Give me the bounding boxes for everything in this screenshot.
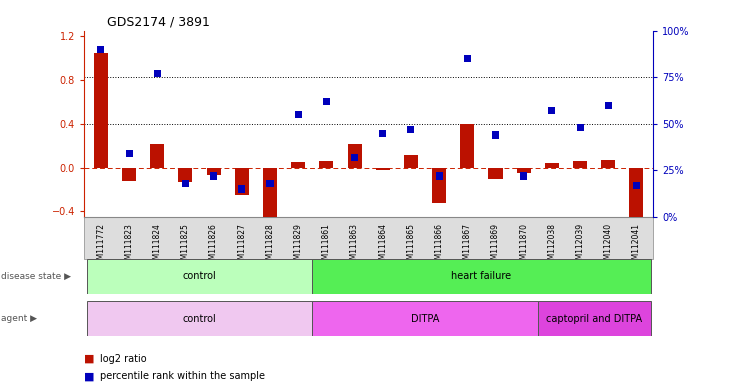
FancyBboxPatch shape	[87, 301, 312, 336]
Bar	[347, 144, 361, 168]
Text: control: control	[182, 314, 216, 324]
Bar	[629, 168, 643, 225]
Bar	[207, 168, 220, 175]
Bar	[126, 150, 133, 157]
Bar	[376, 168, 390, 170]
Bar	[263, 168, 277, 217]
FancyBboxPatch shape	[312, 259, 650, 294]
Text: captopril and DITPA: captopril and DITPA	[546, 314, 642, 324]
FancyBboxPatch shape	[87, 259, 312, 294]
Text: heart failure: heart failure	[451, 271, 512, 281]
Bar	[577, 124, 583, 131]
Text: DITPA: DITPA	[411, 314, 439, 324]
Bar	[464, 55, 471, 62]
Bar	[520, 172, 527, 180]
Bar	[238, 185, 245, 192]
Bar	[323, 98, 330, 105]
Bar	[235, 168, 249, 195]
Bar	[548, 107, 556, 114]
Bar	[291, 162, 305, 168]
Bar	[460, 124, 474, 168]
Bar	[633, 182, 640, 189]
Bar	[404, 154, 418, 168]
Text: GDS2174 / 3891: GDS2174 / 3891	[107, 15, 210, 28]
Bar	[379, 130, 386, 137]
Bar	[545, 163, 559, 168]
Bar	[573, 161, 587, 168]
Text: disease state ▶: disease state ▶	[1, 272, 72, 281]
Bar	[407, 126, 415, 133]
Bar	[122, 168, 136, 181]
Bar	[517, 168, 531, 173]
Bar	[351, 154, 358, 161]
Bar	[150, 144, 164, 168]
Bar	[319, 161, 334, 168]
Bar	[604, 102, 612, 109]
Bar	[266, 180, 274, 187]
Text: percentile rank within the sample: percentile rank within the sample	[100, 371, 265, 381]
Bar	[602, 160, 615, 168]
Bar	[295, 111, 301, 118]
Text: agent ▶: agent ▶	[1, 314, 37, 323]
Text: log2 ratio: log2 ratio	[100, 354, 147, 364]
Bar	[436, 172, 442, 180]
Bar	[492, 131, 499, 139]
Bar	[154, 70, 161, 77]
FancyBboxPatch shape	[538, 301, 650, 336]
Text: control: control	[182, 271, 216, 281]
Bar	[432, 168, 446, 203]
Bar	[178, 168, 193, 182]
Bar	[488, 168, 502, 179]
Text: ■: ■	[84, 371, 94, 381]
Text: ■: ■	[84, 354, 94, 364]
Bar	[97, 46, 104, 53]
Bar	[182, 180, 189, 187]
Bar	[94, 53, 108, 168]
FancyBboxPatch shape	[312, 301, 538, 336]
Bar	[210, 172, 217, 180]
